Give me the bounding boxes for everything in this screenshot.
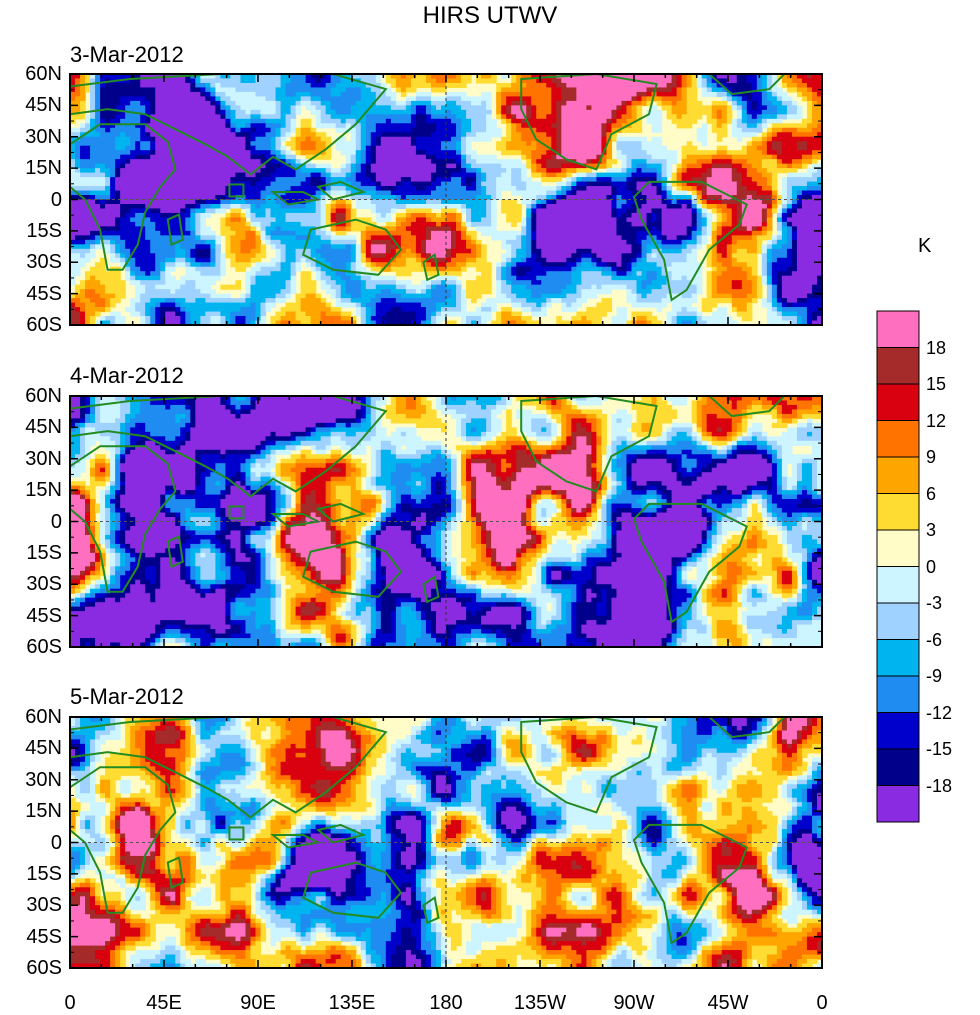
colorbar-label-2: 12 xyxy=(926,412,946,430)
colorbar-label-4: 6 xyxy=(926,485,936,503)
colorbar-swatch-8 xyxy=(877,603,919,640)
colorbar-swatch-11 xyxy=(877,713,919,750)
colorbar-swatch-7 xyxy=(877,567,919,604)
colorbar-label-3: 9 xyxy=(926,448,936,466)
colorbar-swatch-2 xyxy=(877,384,919,421)
colorbar-label-11: -15 xyxy=(926,740,952,758)
colorbar-label-9: -9 xyxy=(926,667,942,685)
colorbar-swatch-3 xyxy=(877,421,919,458)
colorbar-swatch-9 xyxy=(877,640,919,677)
colorbar-label-8: -6 xyxy=(926,631,942,649)
colorbar-swatch-4 xyxy=(877,457,919,494)
colorbar-swatch-0 xyxy=(877,311,919,348)
colorbar-label-1: 15 xyxy=(926,375,946,393)
colorbar-swatch-13 xyxy=(877,786,919,823)
colorbar-label-5: 3 xyxy=(926,521,936,539)
colorbar-swatch-6 xyxy=(877,530,919,567)
colorbar-label-10: -12 xyxy=(926,704,952,722)
colorbar-swatch-1 xyxy=(877,348,919,385)
colorbar-label-0: 18 xyxy=(926,339,946,357)
colorbar-label-6: 0 xyxy=(926,558,936,576)
colorbar-label-7: -3 xyxy=(926,594,942,612)
colorbar-swatch-10 xyxy=(877,676,919,713)
colorbar-label-12: -18 xyxy=(926,777,952,795)
colorbar-swatch-5 xyxy=(877,494,919,531)
colorbar-swatch-12 xyxy=(877,749,919,786)
